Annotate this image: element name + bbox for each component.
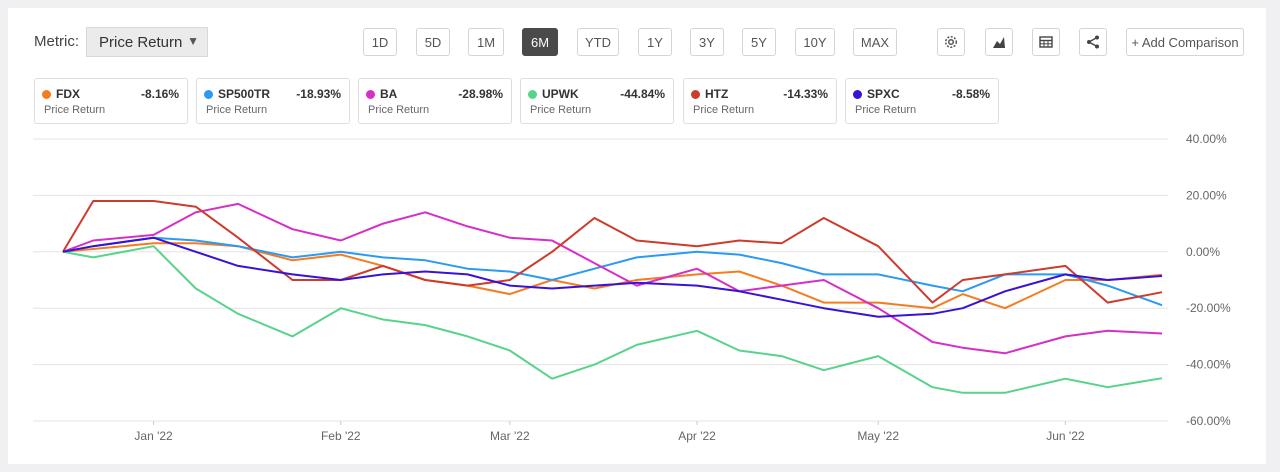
card-value: -8.58% <box>951 87 990 101</box>
x-tick-label: May '22 <box>857 429 899 443</box>
settings-button[interactable] <box>937 28 965 56</box>
range-button-5d[interactable]: 5D <box>416 28 450 56</box>
series-color-dot <box>366 90 375 99</box>
card-symbol: BA <box>380 87 398 101</box>
mountain-chart-icon <box>993 37 1005 48</box>
comparison-card-ba[interactable]: BA -28.98% Price Return <box>358 78 512 124</box>
caret-down-icon: ▼ <box>187 34 199 48</box>
range-button-5y[interactable]: 5Y <box>742 28 776 56</box>
range-button-3y[interactable]: 3Y <box>690 28 724 56</box>
series-line-ba <box>62 202 1163 355</box>
x-tick-label: Jun '22 <box>1046 429 1085 443</box>
card-symbol: UPWK <box>542 87 579 101</box>
series-color-dot <box>42 90 51 99</box>
metric-select[interactable]: Price Return ▼ <box>86 27 208 57</box>
card-subtitle: Price Return <box>44 104 106 116</box>
range-button-max[interactable]: MAX <box>853 28 897 56</box>
comparison-card-spxc[interactable]: SPXC -8.58% Price Return <box>845 78 999 124</box>
range-button-10y[interactable]: 10Y <box>795 28 835 56</box>
card-subtitle: Price Return <box>530 104 592 116</box>
add-comparison-button[interactable]: + Add Comparison <box>1126 28 1244 56</box>
comparison-card-sp500tr[interactable]: SP500TR -18.93% Price Return <box>196 78 350 124</box>
series-color-dot <box>528 90 537 99</box>
x-tick-label: Mar '22 <box>490 429 530 443</box>
series-line-spxc <box>62 236 1163 318</box>
x-tick-label: Jan '22 <box>134 429 173 443</box>
x-tick-label: Apr '22 <box>678 429 716 443</box>
comparison-card-upwk[interactable]: UPWK -44.84% Price Return <box>520 78 674 124</box>
x-tick-label: Feb '22 <box>321 429 361 443</box>
series-color-dot <box>853 90 862 99</box>
comparison-card-fdx[interactable]: FDX -8.16% Price Return <box>34 78 188 124</box>
card-value: -44.84% <box>620 87 665 101</box>
card-symbol: FDX <box>56 87 80 101</box>
y-tick-label: -40.00% <box>1186 358 1231 372</box>
card-symbol: SP500TR <box>218 87 271 101</box>
y-tick-label: 20.00% <box>1186 188 1227 202</box>
share-button[interactable] <box>1079 28 1107 56</box>
metric-label: Metric: <box>34 33 79 50</box>
card-value: -28.98% <box>458 87 503 101</box>
series-line-sp500tr <box>62 236 1163 307</box>
range-button-ytd[interactable]: YTD <box>577 28 619 56</box>
range-button-1m[interactable]: 1M <box>468 28 504 56</box>
y-tick-label: -60.00% <box>1186 414 1231 428</box>
card-subtitle: Price Return <box>693 104 755 116</box>
share-icon <box>1087 35 1099 49</box>
card-subtitle: Price Return <box>368 104 430 116</box>
metric-select-value: Price Return <box>99 33 183 51</box>
card-value: -14.33% <box>783 87 828 101</box>
y-tick-label: -20.00% <box>1186 301 1231 315</box>
series-color-dot <box>691 90 700 99</box>
range-button-1y[interactable]: 1Y <box>638 28 672 56</box>
y-tick-label: 40.00% <box>1186 132 1227 146</box>
comparison-card-htz[interactable]: HTZ -14.33% Price Return <box>683 78 837 124</box>
chart-type-button[interactable] <box>985 28 1013 56</box>
series-line-upwk <box>62 245 1163 394</box>
card-symbol: HTZ <box>705 87 729 101</box>
card-value: -18.93% <box>296 87 341 101</box>
series-color-dot <box>204 90 213 99</box>
card-symbol: SPXC <box>867 87 900 101</box>
range-button-6m[interactable]: 6M <box>522 28 558 56</box>
table-icon <box>1039 36 1053 48</box>
gear-icon <box>944 35 958 49</box>
series-line-htz <box>62 200 1163 304</box>
table-view-button[interactable] <box>1032 28 1060 56</box>
range-button-1d[interactable]: 1D <box>363 28 397 56</box>
y-tick-label: 0.00% <box>1186 245 1220 259</box>
card-value: -8.16% <box>140 87 179 101</box>
card-subtitle: Price Return <box>206 104 268 116</box>
card-subtitle: Price Return <box>855 104 917 116</box>
